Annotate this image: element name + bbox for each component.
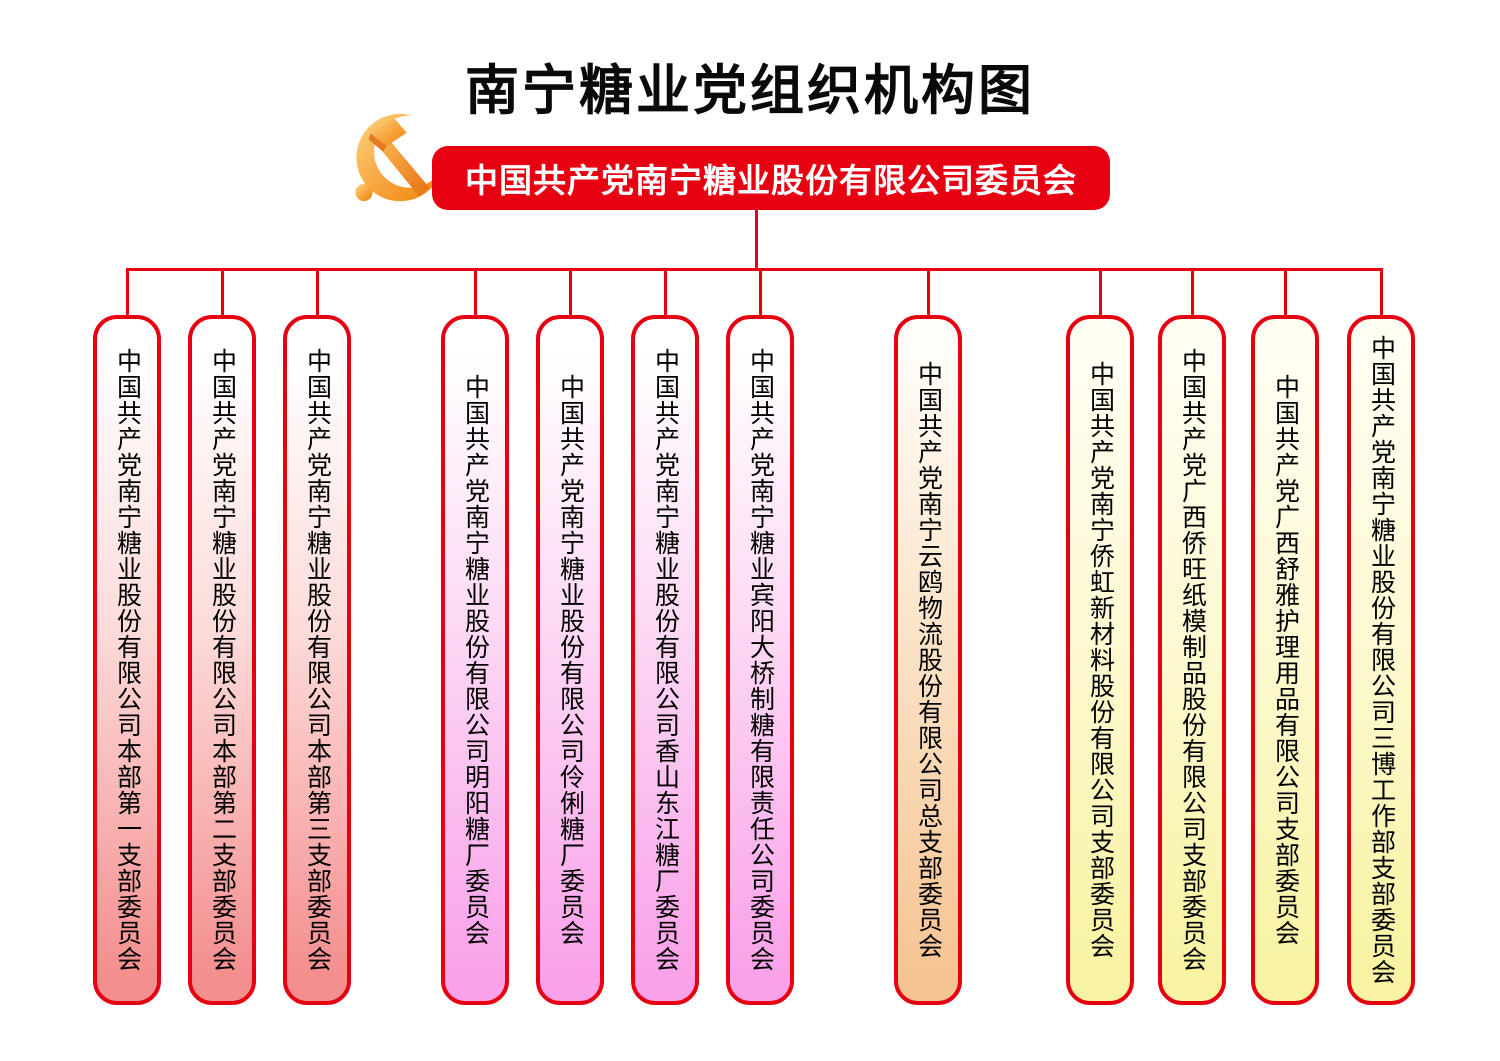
org-box-label: 中国共产党广西侨旺纸模制品股份有限公司支部委员会 — [1178, 348, 1207, 972]
org-box-branch-1: 中国共产党南宁糖业股份有限公司本部第一支部委员会 — [93, 270, 161, 1005]
org-box-label: 中国共产党南宁糖业股份有限公司本部第二支部委员会 — [208, 348, 237, 972]
connector-horizontal — [126, 268, 1383, 271]
org-box-branch-12: 中国共产党南宁糖业股份有限公司三博工作部支部委员会 — [1347, 270, 1415, 1005]
org-box-label: 中国共产党南宁糖业股份有限公司明阳糖厂委员会 — [461, 374, 490, 946]
page-title: 南宁糖业党组织机构图 — [465, 58, 1035, 122]
org-box-label: 中国共产党南宁糖业股份有限公司香山东江糖厂委员会 — [651, 348, 680, 972]
connector-stem — [755, 210, 758, 270]
org-box-label: 中国共产党南宁糖业宾阳大桥制糖有限责任公司委员会 — [746, 348, 775, 972]
org-box-branch-7: 中国共产党南宁糖业宾阳大桥制糖有限责任公司委员会 — [726, 270, 794, 1005]
org-box-branch-10: 中国共产党广西侨旺纸模制品股份有限公司支部委员会 — [1158, 270, 1226, 1005]
org-box-branch-2: 中国共产党南宁糖业股份有限公司本部第二支部委员会 — [188, 270, 256, 1005]
org-box-branch-4: 中国共产党南宁糖业股份有限公司明阳糖厂委员会 — [441, 270, 509, 1005]
org-box-branch-6: 中国共产党南宁糖业股份有限公司香山东江糖厂委员会 — [631, 270, 699, 1005]
org-box-label: 中国共产党南宁侨虹新材料股份有限公司支部委员会 — [1086, 361, 1115, 959]
org-box-branch-11: 中国共产党广西舒雅护理用品有限公司支部委员会 — [1251, 270, 1319, 1005]
party-emblem-icon — [342, 108, 460, 222]
org-box-label: 中国共产党南宁云鸥物流股份有限公司总支部委员会 — [914, 361, 943, 959]
org-box-label: 中国共产党南宁糖业股份有限公司本部第一支部委员会 — [113, 348, 142, 972]
org-box-branch-9: 中国共产党南宁侨虹新材料股份有限公司支部委员会 — [1066, 270, 1134, 1005]
org-box-label: 中国共产党南宁糖业股份有限公司本部第三支部委员会 — [303, 348, 332, 972]
org-box-branch-5: 中国共产党南宁糖业股份有限公司伶俐糖厂委员会 — [536, 270, 604, 1005]
org-box-branch-3: 中国共产党南宁糖业股份有限公司本部第三支部委员会 — [283, 270, 351, 1005]
org-box-branch-8: 中国共产党南宁云鸥物流股份有限公司总支部委员会 — [894, 270, 962, 1005]
root-committee-banner: 中国共产党南宁糖业股份有限公司委员会 — [432, 146, 1110, 210]
org-box-label: 中国共产党南宁糖业股份有限公司三博工作部支部委员会 — [1367, 335, 1396, 985]
org-box-label: 中国共产党南宁糖业股份有限公司伶俐糖厂委员会 — [556, 374, 585, 946]
org-box-label: 中国共产党广西舒雅护理用品有限公司支部委员会 — [1271, 374, 1300, 946]
